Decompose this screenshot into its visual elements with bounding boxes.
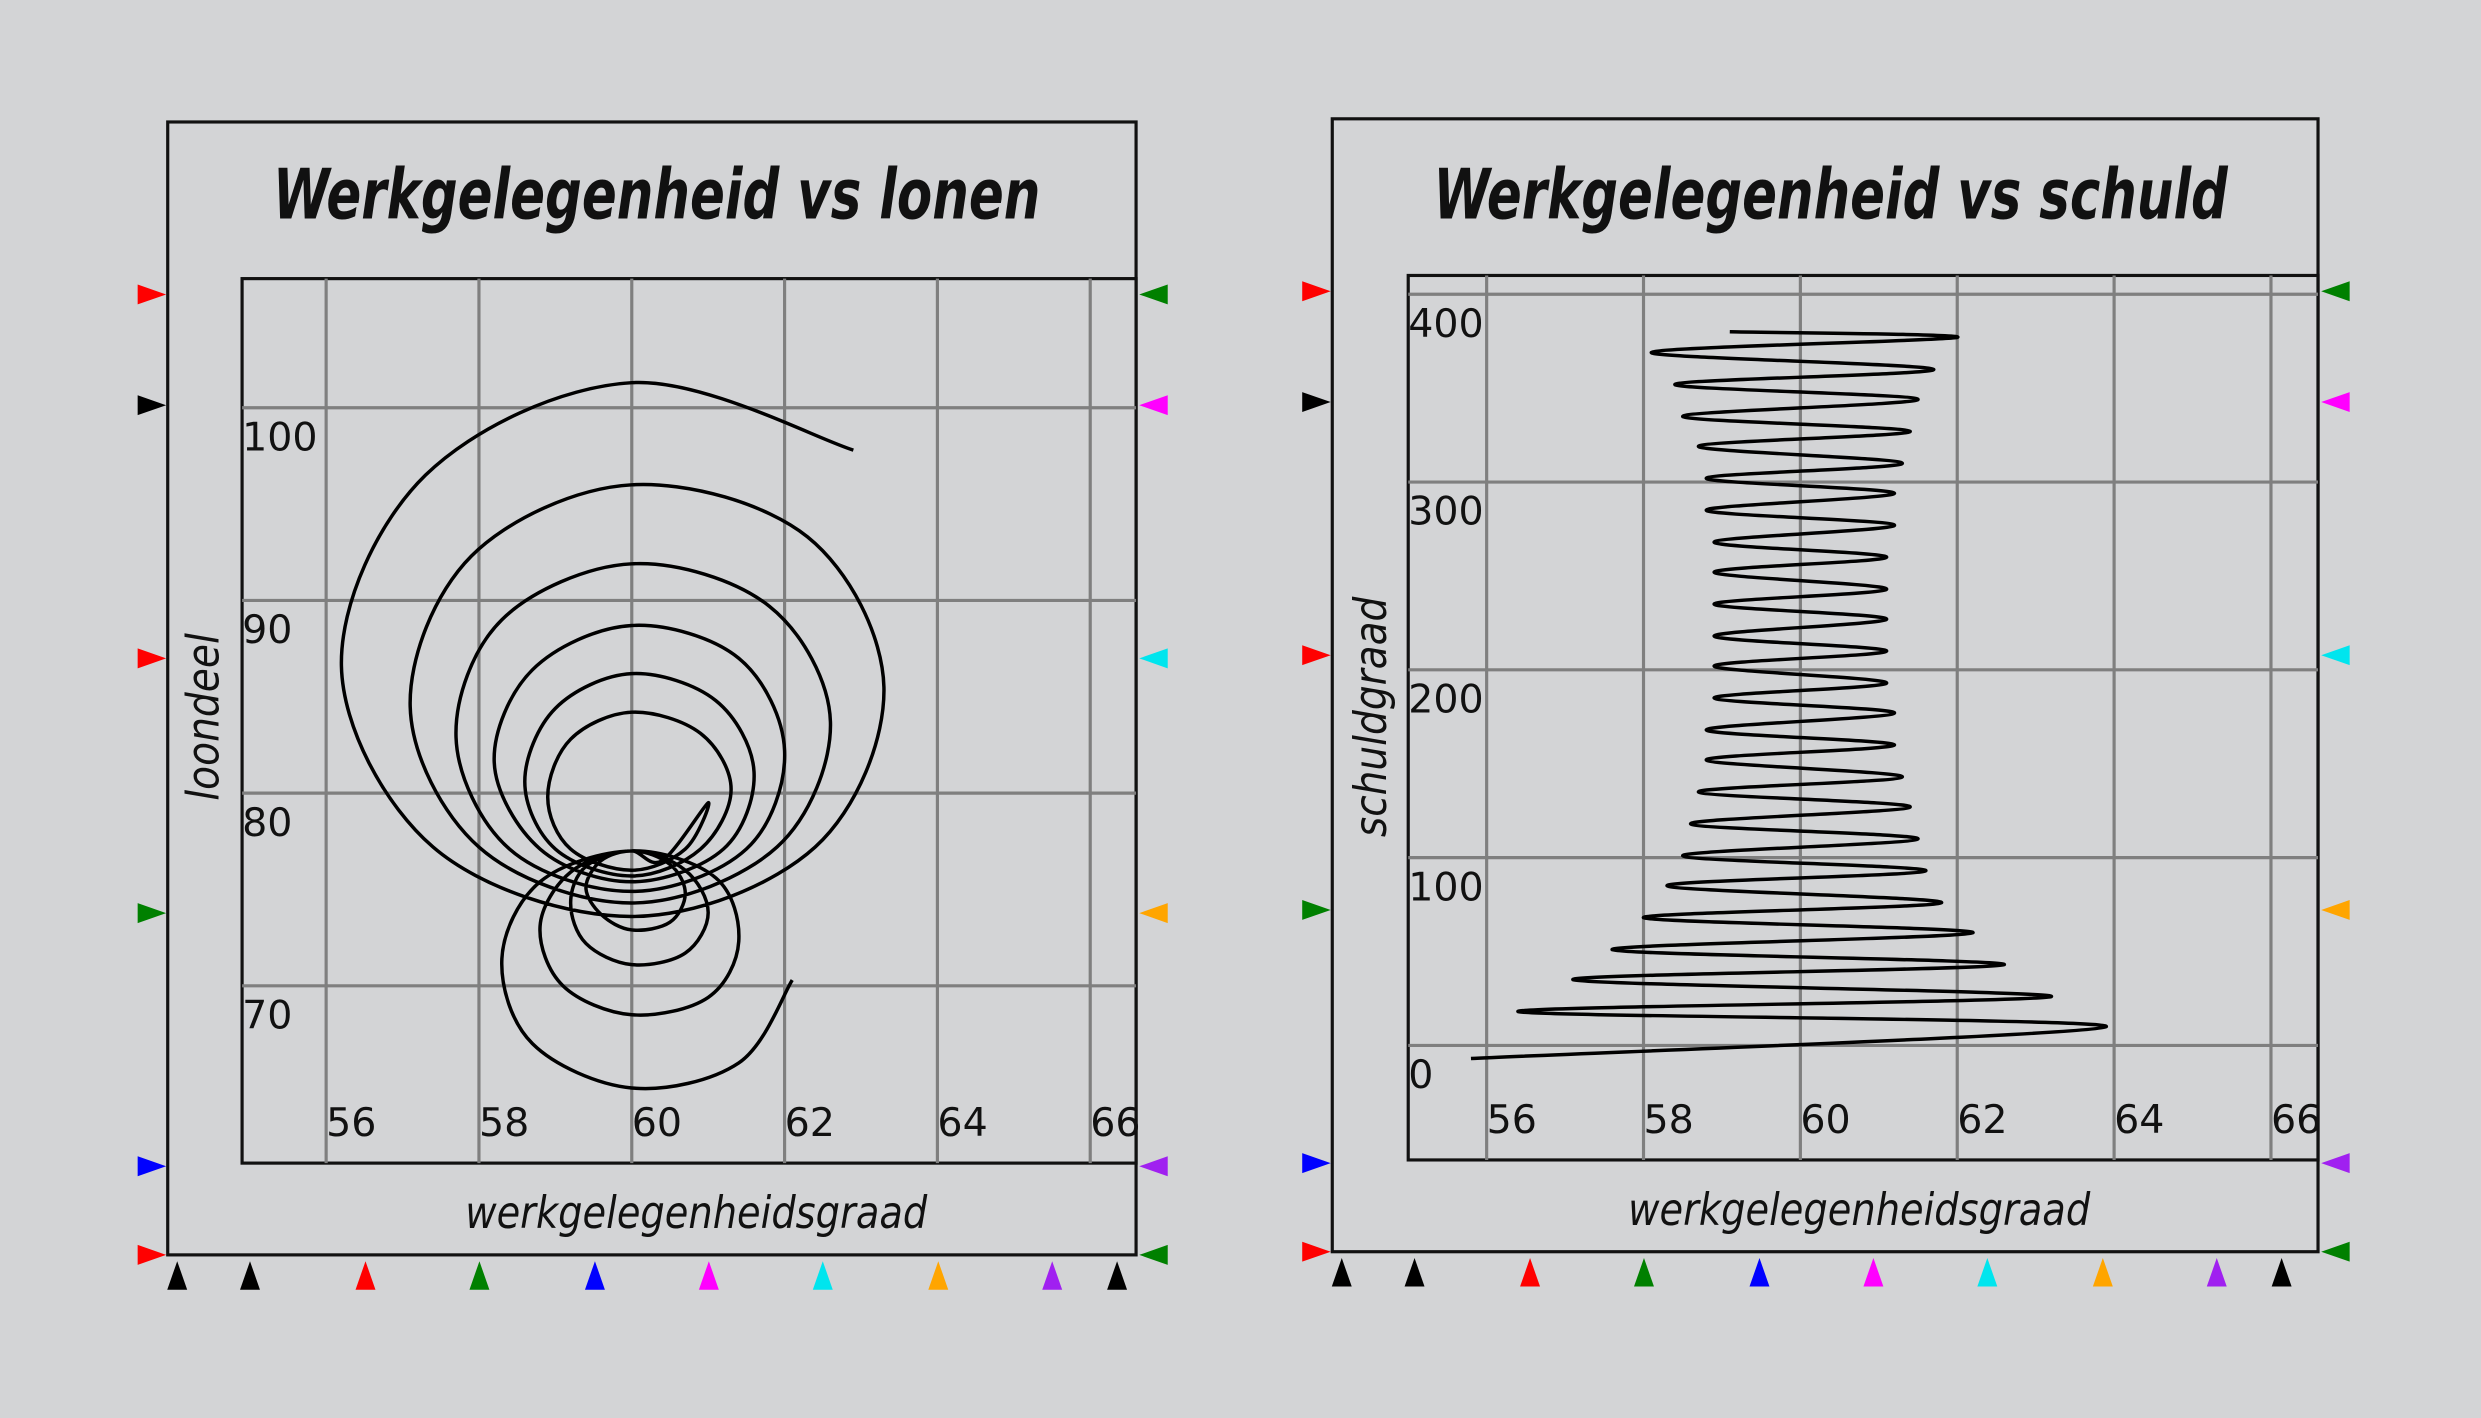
edge-marker	[1634, 1258, 1654, 1287]
edge-marker	[1107, 1261, 1128, 1290]
edge-marker	[1139, 903, 1168, 924]
plot-area	[1406, 273, 2320, 1162]
x-tick-label: 64	[2114, 1097, 2164, 1143]
y-axis-label: loondeel	[178, 632, 229, 800]
y-tick-label: 300	[1408, 489, 1483, 535]
edge-marker	[1139, 395, 1168, 416]
edge-marker	[1977, 1258, 1998, 1287]
edge-marker	[1139, 648, 1168, 669]
y-axis-label: schuldgraad	[1346, 596, 1397, 837]
chart-title: Werkgelegenheid vs lonen	[273, 154, 1040, 235]
panel-frame	[166, 120, 1138, 1257]
edge-marker	[137, 903, 167, 924]
x-tick-label: 58	[1644, 1097, 1694, 1143]
x-tick-label: 64	[937, 1100, 987, 1146]
edge-marker	[812, 1261, 833, 1290]
edge-marker	[1139, 1244, 1168, 1265]
edge-marker	[2321, 1153, 2350, 1174]
y-tick-label: 400	[1408, 301, 1483, 347]
chart-title: Werkgelegenheid vs schuld	[1434, 154, 2229, 235]
edge-marker	[2321, 645, 2350, 666]
plot-content	[1470, 330, 2109, 1061]
x-axis-label: werkgelegenheidsgraad	[465, 1188, 928, 1239]
edge-marker	[1302, 645, 1331, 666]
edge-marker	[167, 1261, 188, 1290]
edge-marker	[137, 1156, 167, 1177]
edge-marker	[584, 1261, 605, 1290]
edge-marker	[137, 395, 167, 416]
x-tick-label: 66	[2271, 1097, 2321, 1143]
x-tick-label: 56	[1487, 1097, 1537, 1143]
edge-marker	[2092, 1258, 2113, 1287]
edge-marker	[137, 648, 167, 669]
edge-marker	[1302, 1153, 1331, 1174]
y-tick-label: 100	[242, 414, 317, 460]
edge-marker	[1520, 1258, 1541, 1287]
plot-content	[339, 380, 886, 1091]
y-tick-label: 200	[1408, 677, 1483, 723]
y-tick-label: 100	[1408, 864, 1483, 910]
edge-marker	[1302, 281, 1331, 302]
y-tick-label: 90	[242, 607, 292, 653]
y-tick-label: 70	[242, 993, 292, 1039]
edge-marker	[2321, 392, 2350, 413]
edge-marker	[137, 1244, 167, 1265]
edge-marker	[1302, 392, 1331, 413]
x-tick-label: 66	[1090, 1100, 1140, 1146]
data-line	[1470, 330, 2109, 1061]
edge-marker	[2206, 1258, 2227, 1287]
x-tick-label: 60	[1800, 1097, 1850, 1143]
edge-marker	[2321, 1241, 2350, 1262]
edge-marker	[1139, 1156, 1168, 1177]
x-tick-label: 62	[1957, 1097, 2007, 1143]
x-tick-label: 60	[632, 1100, 682, 1146]
edge-marker	[698, 1261, 719, 1290]
edge-marker	[2321, 281, 2350, 302]
edge-marker	[928, 1261, 949, 1290]
plot-area	[240, 277, 1138, 1165]
edge-marker	[1302, 899, 1331, 920]
x-tick-label: 58	[479, 1100, 529, 1146]
edge-marker	[240, 1261, 260, 1290]
edge-marker	[137, 284, 167, 305]
edge-marker	[1042, 1261, 1063, 1290]
edge-marker	[355, 1261, 376, 1290]
edge-marker	[1302, 1241, 1331, 1262]
edge-marker	[1404, 1258, 1425, 1287]
edge-marker	[1749, 1258, 1770, 1287]
edge-marker	[1863, 1258, 1884, 1287]
data-line	[339, 380, 886, 1091]
edge-marker	[1139, 284, 1168, 305]
x-tick-label: 56	[326, 1100, 376, 1146]
edge-marker	[469, 1261, 490, 1290]
x-axis-label: werkgelegenheidsgraad	[1628, 1185, 2091, 1236]
edge-marker	[2271, 1258, 2292, 1287]
edge-marker	[1331, 1258, 1352, 1287]
y-tick-label: 80	[242, 800, 292, 846]
y-tick-label: 0	[1408, 1052, 1433, 1098]
edge-marker	[2321, 899, 2350, 920]
x-tick-label: 62	[785, 1100, 835, 1146]
